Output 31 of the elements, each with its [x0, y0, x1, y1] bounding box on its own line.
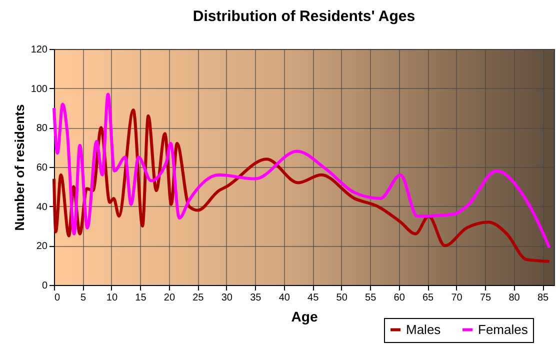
- x-tick-label: 65: [422, 292, 434, 304]
- x-tick-label: 80: [508, 292, 520, 304]
- legend-label: Females: [478, 322, 528, 337]
- y-tick-label: 0: [42, 280, 48, 292]
- x-tick-label: 0: [54, 292, 60, 304]
- y-tick-label: 100: [30, 84, 48, 95]
- x-tick-label: 40: [278, 292, 290, 304]
- x-tick-label: 35: [250, 292, 262, 304]
- x-tick-label: 70: [451, 292, 463, 304]
- x-tick-label: 75: [480, 292, 492, 304]
- x-tick-label: 10: [106, 292, 118, 304]
- y-tick-label: 40: [36, 202, 48, 213]
- x-tick-label: 45: [308, 292, 320, 304]
- x-tick-label: 15: [135, 292, 147, 304]
- chart-title: Distribution of Residents' Ages: [192, 8, 416, 25]
- x-tick-label: 30: [221, 292, 233, 304]
- x-tick-label: 55: [365, 292, 377, 304]
- y-tick-label: 120: [30, 44, 48, 56]
- x-axis-title: Age: [291, 308, 318, 324]
- y-axis-title: Number of residents: [12, 104, 27, 231]
- x-tick-label: 60: [394, 292, 406, 304]
- x-tick-label: 5: [80, 292, 86, 304]
- x-tick-label: 85: [537, 292, 550, 304]
- legend-label: Males: [406, 322, 442, 337]
- y-tick-label: 80: [36, 123, 48, 134]
- y-tick-label: 20: [36, 241, 48, 252]
- x-tick-label: 20: [164, 292, 176, 304]
- x-tick-label: 25: [192, 292, 204, 304]
- y-tick-label: 60: [36, 162, 48, 174]
- line-series: [52, 92, 551, 250]
- x-tick-label: 50: [336, 292, 348, 304]
